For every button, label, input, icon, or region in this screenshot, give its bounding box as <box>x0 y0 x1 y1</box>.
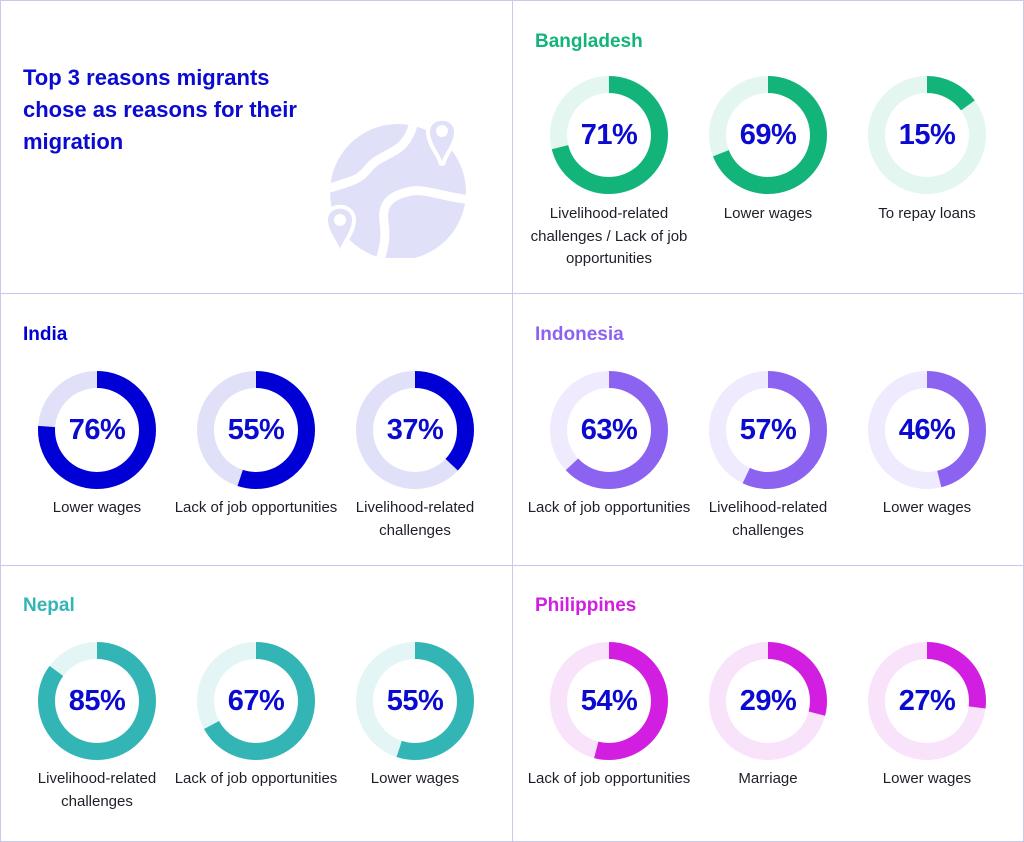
reason-label: Marriage <box>738 770 798 787</box>
donut-value-arc <box>709 642 827 760</box>
donut-percent-label: 46% <box>898 413 956 446</box>
donut-chart-philippines-2: 29% <box>709 642 827 760</box>
donut-percent-label: 37% <box>386 413 444 446</box>
reason-label: Lower wages <box>882 770 972 787</box>
donut-chart-indonesia-1: 63% <box>550 371 668 489</box>
donut-value-arc <box>868 76 986 194</box>
donut-percent-label: 29% <box>739 684 797 717</box>
donut-chart-india-1: 76% <box>38 371 156 489</box>
grid-divider-vertical <box>512 0 513 842</box>
donut-svg <box>38 642 156 760</box>
donut-value-arc <box>709 76 827 194</box>
donut-chart-india-2: 55% <box>197 371 315 489</box>
country-title-philippines: Philippines <box>535 595 637 616</box>
donut-svg <box>709 642 827 760</box>
donut-percent-label: 85% <box>68 684 126 717</box>
donut-chart-india-3: 37% <box>356 371 474 489</box>
reason-label: Lower wages <box>723 205 813 222</box>
donut-percent-label: 15% <box>898 118 956 151</box>
reason-label: Lack of job opportunities <box>174 770 338 787</box>
donut-svg <box>550 371 668 489</box>
donut-svg <box>356 642 474 760</box>
donut-value-arc <box>197 642 315 760</box>
globe-with-location-pins-icon <box>324 116 466 258</box>
donut-percent-label: 57% <box>739 413 797 446</box>
donut-chart-philippines-3: 27% <box>868 642 986 760</box>
reason-label: Livelihood-related challenges / Lack of … <box>530 205 688 267</box>
reason-label: Lower wages <box>370 770 460 787</box>
donut-svg <box>38 371 156 489</box>
donut-value-arc <box>356 642 474 760</box>
donut-chart-nepal-2: 67% <box>197 642 315 760</box>
reason-label: Lack of job opportunities <box>527 499 691 516</box>
country-title-india: India <box>23 324 68 345</box>
donut-chart-bangladesh-1: 71% <box>550 76 668 194</box>
donut-svg <box>868 371 986 489</box>
donut-percent-label: 69% <box>739 118 797 151</box>
reason-label: Lack of job opportunities <box>174 499 338 516</box>
grid-divider-horizontal-2 <box>0 565 1024 566</box>
reason-label: Lower wages <box>882 499 972 516</box>
donut-percent-label: 76% <box>68 413 126 446</box>
donut-percent-label: 54% <box>580 684 638 717</box>
country-title-nepal: Nepal <box>23 595 75 616</box>
donut-value-arc <box>868 371 986 489</box>
donut-chart-bangladesh-2: 69% <box>709 76 827 194</box>
donut-percent-label: 63% <box>580 413 638 446</box>
grid-divider-horizontal-1 <box>0 293 1024 294</box>
donut-chart-bangladesh-3: 15% <box>868 76 986 194</box>
donut-chart-nepal-3: 55% <box>356 642 474 760</box>
reason-label: Livelihood-related challenges <box>708 499 828 539</box>
reason-label: Livelihood-related challenges <box>37 770 157 810</box>
donut-percent-label: 55% <box>386 684 444 717</box>
donut-value-arc <box>709 371 827 489</box>
donut-value-arc <box>38 371 156 489</box>
donut-percent-label: 27% <box>898 684 956 717</box>
donut-value-arc <box>356 371 474 489</box>
donut-svg <box>356 371 474 489</box>
reason-label: Livelihood-related challenges <box>355 499 475 539</box>
donut-svg <box>709 371 827 489</box>
donut-value-arc <box>550 76 668 194</box>
donut-chart-indonesia-3: 46% <box>868 371 986 489</box>
donut-value-arc <box>550 371 668 489</box>
donut-svg <box>550 642 668 760</box>
donut-value-arc <box>550 642 668 760</box>
reason-label: Lack of job opportunities <box>527 770 691 787</box>
donut-svg <box>709 76 827 194</box>
reason-label: Lower wages <box>52 499 142 516</box>
donut-value-arc <box>38 642 156 760</box>
donut-svg <box>197 371 315 489</box>
donut-percent-label: 71% <box>580 118 638 151</box>
donut-svg <box>868 642 986 760</box>
donut-chart-philippines-1: 54% <box>550 642 668 760</box>
donut-chart-indonesia-2: 57% <box>709 371 827 489</box>
donut-chart-nepal-1: 85% <box>38 642 156 760</box>
main-title: Top 3 reasons migrants chose as reasons … <box>23 65 297 154</box>
donut-svg <box>197 642 315 760</box>
donut-svg <box>868 76 986 194</box>
reason-label: To repay loans <box>878 205 976 222</box>
donut-percent-label: 67% <box>227 684 285 717</box>
donut-percent-label: 55% <box>227 413 285 446</box>
country-title-bangladesh: Bangladesh <box>535 31 643 52</box>
donut-value-arc <box>868 642 986 760</box>
country-title-indonesia: Indonesia <box>535 324 624 345</box>
donut-svg <box>550 76 668 194</box>
donut-value-arc <box>197 371 315 489</box>
